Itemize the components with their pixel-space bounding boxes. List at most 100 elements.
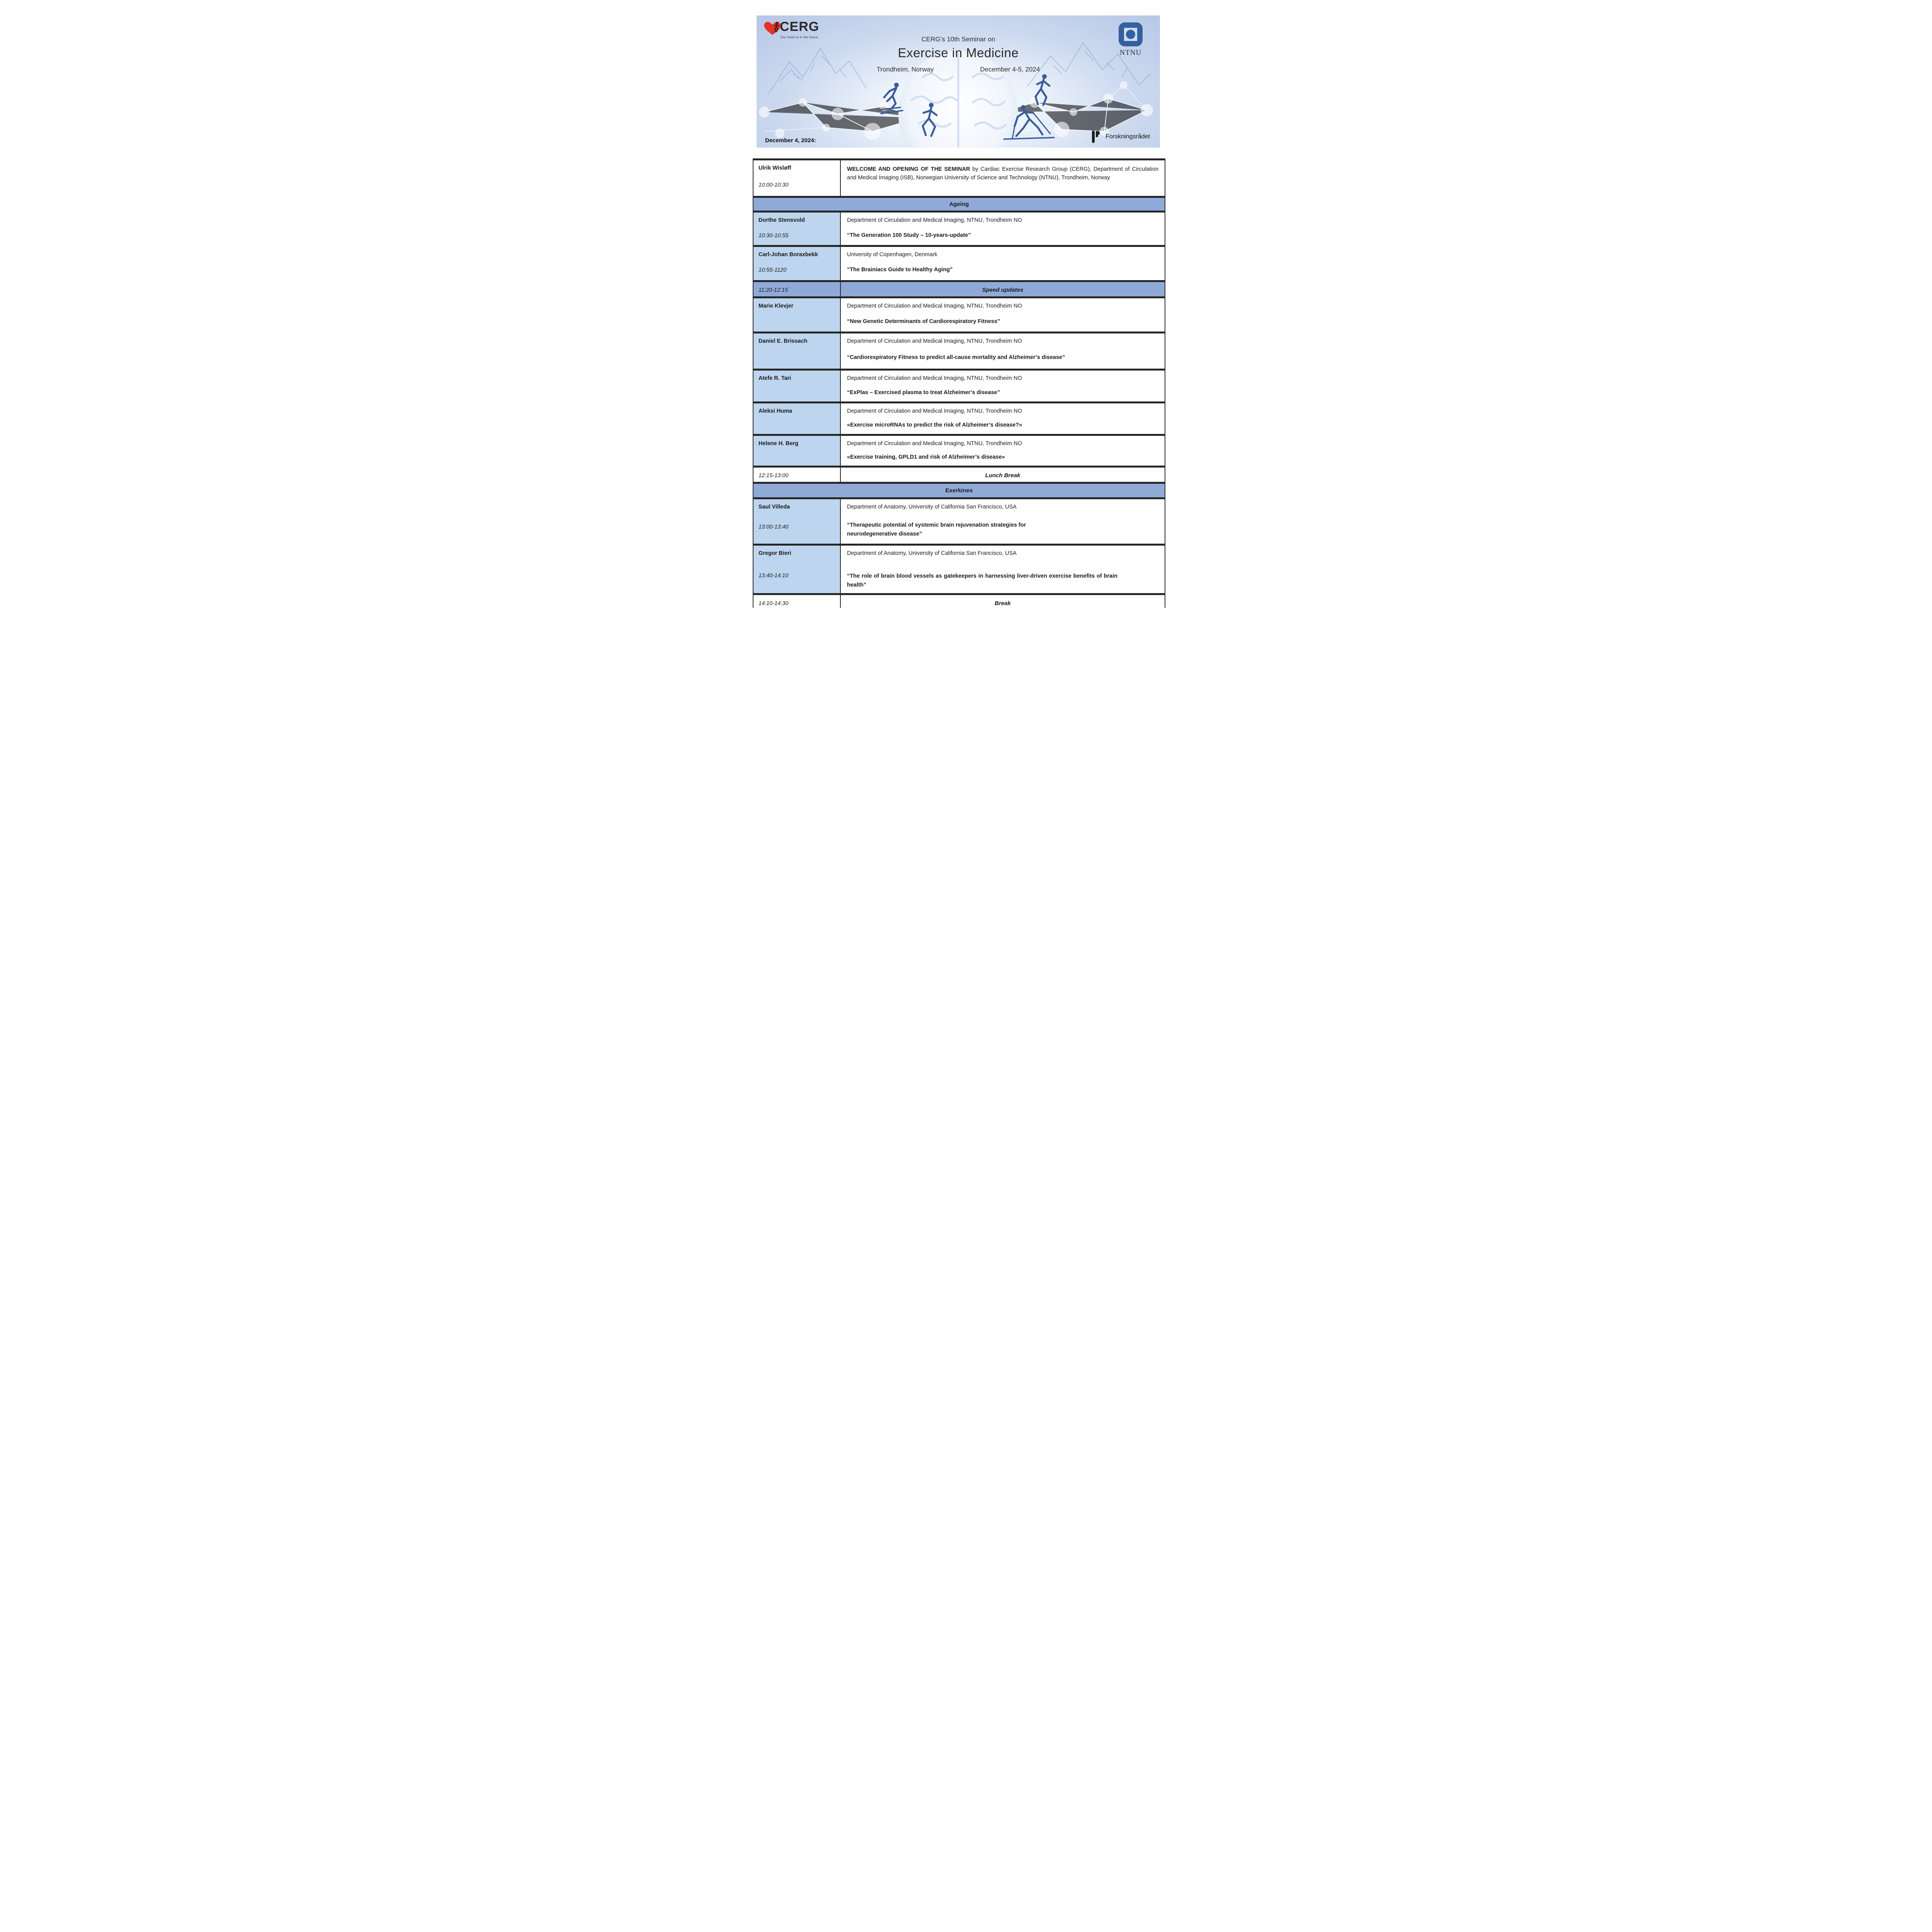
speaker-name: Atefe R. Tari	[759, 375, 791, 381]
skier-icon	[879, 83, 903, 114]
speaker-cell: Gregor Bieri 13:40-14:10	[753, 546, 841, 593]
schedule-table: Ulrik Wisløff 10:00-10:30 WELCOME AND OP…	[753, 158, 1165, 608]
section-header-ageing: Ageing	[753, 198, 1165, 213]
speaker-cell: Carl-Johan Boraxbekk 10:55-1120	[753, 247, 841, 280]
affiliation: University of Copenhagen, Denmark	[847, 252, 937, 258]
table-row-welcome: Ulrik Wisløff 10:00-10:30 WELCOME AND OP…	[753, 160, 1165, 198]
affiliation: Department of Circulation and Medical Im…	[847, 408, 1022, 414]
session-time: 10:55-1120	[759, 267, 787, 273]
speaker-name: Helene H. Berg	[759, 440, 799, 447]
mountains-right-icon	[1027, 42, 1151, 87]
break-label: Lunch Break	[985, 472, 1020, 479]
talk-title: “ExPlas – Exercised plasma to treat Alzh…	[847, 389, 1000, 396]
seminar-title: Exercise in Medicine	[898, 46, 1019, 60]
talk-title: “The role of brain blood vessels as gate…	[847, 573, 1117, 588]
session-cell: Department of Anatomy, University of Cal…	[841, 546, 1165, 593]
speaker-cell: Helene H. Berg	[753, 436, 841, 466]
speaker-cell: Daniel E. Brissach	[753, 333, 841, 369]
speaker-cell: Marie Klevjer	[753, 298, 841, 332]
talk-title: “Therapeutic potential of systemic brain…	[847, 522, 1026, 537]
banner-illustration	[759, 42, 1153, 148]
speaker-name: Gregor Bieri	[759, 550, 791, 556]
table-row-session: Dorthe Stensvold 10:30-10:55 Department …	[753, 213, 1165, 247]
table-row-session: Aleksi Huma Department of Circulation an…	[753, 403, 1165, 436]
ntnu-label: NTNU	[1119, 49, 1142, 57]
sponsor-label: Forskningsrådet	[1105, 133, 1150, 140]
session-cell: Department of Circulation and Medical Im…	[841, 213, 1165, 245]
speaker-cell: Ulrik Wisløff 10:00-10:30	[753, 160, 841, 196]
table-row-session: Daniel E. Brissach Department of Circula…	[753, 333, 1165, 371]
break-label-cell: Lunch Break	[841, 468, 1165, 482]
section-header-exerkines: Exerkines	[753, 484, 1165, 499]
affiliation: Department of Anatomy, University of Cal…	[847, 504, 1017, 510]
cerg-wordmark: CERG	[780, 19, 820, 34]
mountains-left-icon	[768, 48, 867, 95]
cerg-tagline: Our heart is in the future	[781, 35, 818, 39]
session-cell: Department of Circulation and Medical Im…	[841, 403, 1165, 434]
cerg-runner-icon	[774, 22, 779, 32]
seminar-location: Trondheim, Norway	[876, 66, 934, 73]
affiliation: Department of Circulation and Medical Im…	[847, 303, 1022, 309]
talk-title: “The Brainiacs Guide to Healthy Aging”	[847, 267, 953, 273]
session-cell: Department of Circulation and Medical Im…	[841, 371, 1165, 401]
table-row-session: Helene H. Berg Department of Circulation…	[753, 436, 1165, 468]
break-time-cell: 14:10-14:30	[753, 595, 841, 608]
break-row: 14:10-14:30 Break	[753, 595, 1165, 608]
table-row-session: Atefe R. Tari Department of Circulation …	[753, 371, 1165, 403]
affiliation: Department of Circulation and Medical Im…	[847, 338, 1022, 344]
session-time: 13:00-13:40	[759, 524, 789, 530]
session-cell: Department of Anatomy, University of Cal…	[841, 499, 1165, 544]
athlete-silhouettes	[879, 74, 1055, 140]
banner: CERG Our heart is in the future NTNU CER…	[757, 15, 1160, 148]
speaker-name: Daniel E. Brissach	[759, 338, 808, 344]
affiliation: Department of Circulation and Medical Im…	[847, 440, 1022, 447]
speaker-name: Carl-Johan Boraxbekk	[759, 252, 818, 258]
speaker-name: Dorthe Stensvold	[759, 217, 805, 223]
break-time: 12:15-13:00	[759, 472, 789, 479]
session-cell: Department of Circulation and Medical Im…	[841, 436, 1165, 466]
section-label: Speed updates	[982, 287, 1024, 293]
brain-illustration	[898, 50, 1018, 148]
break-label: Break	[995, 600, 1011, 607]
cerg-heart-icon	[764, 20, 781, 36]
ntnu-logo: NTNU	[1112, 22, 1149, 57]
ntnu-logo-icon	[1119, 22, 1143, 46]
speaker-cell: Saul Villeda 13:00-13:40	[753, 499, 841, 544]
talk-title: “New Genetic Determinants of Cardiorespi…	[847, 318, 1000, 325]
cerg-logo: CERG Our heart is in the future	[764, 20, 849, 39]
section-label: Exerkines	[945, 487, 973, 494]
speaker-cell: Dorthe Stensvold 10:30-10:55	[753, 213, 841, 245]
affiliation: Department of Circulation and Medical Im…	[847, 375, 1022, 381]
speaker-cell: Aleksi Huma	[753, 403, 841, 434]
session-time: 10:30-10:55	[759, 233, 789, 239]
xc-skier-icon	[1003, 105, 1055, 140]
talk-title: “The Generation 100 Study – 10-years-upd…	[847, 232, 971, 238]
section-time-cell: 11:20-12:15	[753, 282, 841, 296]
day-heading: December 4, 2024:	[765, 137, 816, 144]
speaker-cell: Atefe R. Tari	[753, 371, 841, 401]
break-time: 14:10-14:30	[759, 600, 789, 607]
speaker-name: Saul Villeda	[759, 504, 790, 510]
section-label-cell: Speed updates	[841, 282, 1165, 296]
section-time: 11:20-12:15	[759, 287, 788, 293]
break-row-lunch: 12:15-13:00 Lunch Break	[753, 468, 1165, 484]
affiliation: Department of Circulation and Medical Im…	[847, 217, 1022, 223]
forskningsradet-icon	[1092, 131, 1100, 143]
runner-icon-2	[922, 103, 938, 137]
speaker-name: Aleksi Huma	[759, 408, 793, 414]
session-cell: Department of Circulation and Medical Im…	[841, 298, 1165, 332]
table-row-session: Marie Klevjer Department of Circulation …	[753, 298, 1165, 333]
table-row-session: Carl-Johan Boraxbekk 10:55-1120 Universi…	[753, 247, 1165, 282]
table-row-session: Saul Villeda 13:00-13:40 Department of A…	[753, 499, 1165, 546]
affiliation: Department of Anatomy, University of Cal…	[847, 550, 1017, 556]
break-time-cell: 12:15-13:00	[753, 468, 841, 482]
session-time: 13:40-14:10	[759, 573, 789, 579]
break-label-cell: Break	[841, 595, 1165, 608]
seminar-subtitle: CERG’s 10th Seminar on	[921, 36, 995, 43]
section-header-speed-updates: 11:20-12:15 Speed updates	[753, 282, 1165, 298]
banner-title-block: CERG’s 10th Seminar on Exercise in Medic…	[757, 36, 1160, 73]
runner-icon	[1034, 74, 1051, 106]
session-cell: University of Copenhagen, Denmark “The B…	[841, 247, 1165, 280]
sponsor-logo: Forskningsrådet	[1092, 131, 1150, 143]
session-cell: WELCOME AND OPENING OF THE SEMINAR by Ca…	[841, 160, 1165, 196]
